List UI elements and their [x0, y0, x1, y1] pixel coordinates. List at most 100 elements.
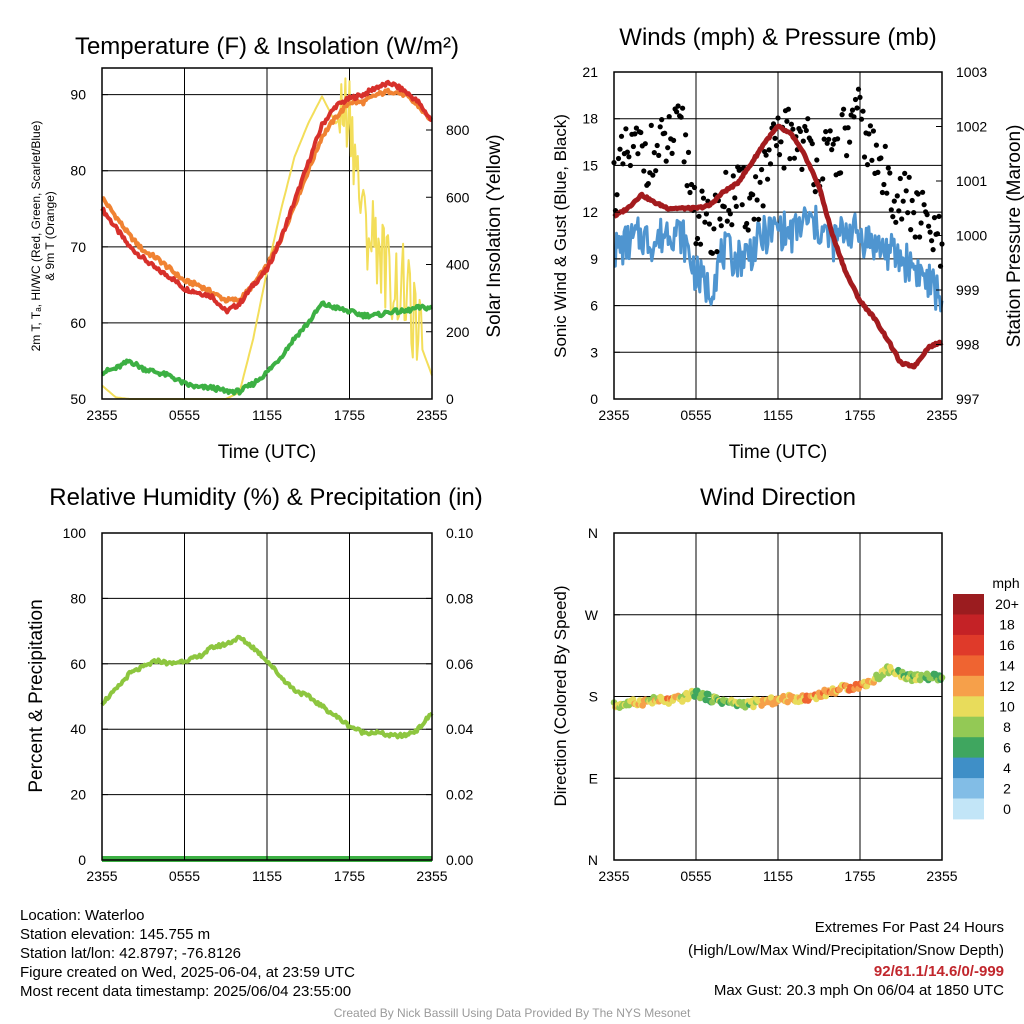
gust-point [934, 231, 941, 237]
station-info: Location: Waterloo Station elevation: 14… [20, 906, 355, 1001]
y-tick-label: 6 [590, 298, 598, 314]
x-tick-label: 2355 [598, 868, 629, 884]
colorbar-swatch [953, 594, 984, 615]
y-tick-label: 80 [70, 590, 86, 606]
gust-point [747, 195, 753, 201]
temperature-panel: Temperature (F) & Insolation (W/m²) 2m T… [29, 33, 505, 463]
extremes-values: 92/61.1/14.6/0/-999 [873, 963, 1004, 980]
y-tick-label: 12 [582, 204, 598, 220]
temperature-title: Temperature (F) & Insolation (W/m²) [75, 33, 459, 60]
direction-ylabel: Direction (Colored By Speed) [551, 585, 570, 806]
gust-point [873, 142, 880, 148]
gust-point [709, 250, 716, 256]
gust-point [723, 169, 729, 175]
gust-point [858, 116, 865, 122]
gust-point [739, 202, 745, 208]
x-tick-label: 1755 [334, 868, 365, 884]
station-location: Location: Waterloo [20, 907, 145, 924]
sonic-wind-line [613, 204, 944, 313]
winds-ylabel: Sonic Wind & Gust (Blue, Black) [551, 114, 570, 358]
gust-point [791, 155, 798, 161]
y-right-tick-label: 0.00 [446, 852, 473, 868]
gust-point [906, 174, 912, 180]
gust-point [662, 130, 668, 136]
temperature-ylabel-line1: 2m T, Tₐ, HI/WC (Red, Green, Scarlet/Blu… [29, 121, 43, 352]
x-tick-label: 1755 [844, 868, 875, 884]
gust-point [767, 161, 774, 167]
y-right-tick-label: 200 [446, 324, 470, 340]
gust-point [903, 188, 909, 194]
gust-point [696, 213, 702, 219]
y-right-tick-label: 0 [446, 391, 454, 407]
gust-point [823, 129, 829, 135]
gust-point [888, 207, 894, 213]
gust-point [760, 203, 766, 209]
colorbar-label: 14 [999, 658, 1015, 674]
gust-point [887, 170, 893, 176]
colorbar-swatch [953, 778, 984, 799]
x-tick-label: 0555 [680, 407, 711, 423]
gust-point [642, 141, 648, 147]
gust-point [844, 153, 850, 159]
x-tick-label: 2355 [86, 407, 117, 423]
gust-point [905, 210, 911, 216]
y-tick-label: 90 [70, 87, 86, 103]
colorbar-swatch [953, 675, 984, 697]
gust-point [766, 147, 772, 153]
gust-point [733, 203, 739, 209]
colorbar-label: 8 [1003, 719, 1011, 735]
y-tick-label: 0 [590, 391, 598, 407]
y-right-tick-label: 0.08 [446, 590, 473, 606]
y-tick-label: 60 [70, 656, 86, 672]
gust-point [847, 139, 853, 145]
gust-point [885, 165, 891, 171]
winds-title: Winds (mph) & Pressure (mb) [619, 24, 936, 51]
gust-point [909, 197, 915, 204]
winds-xlabel: Time (UTC) [729, 442, 828, 463]
gust-point [669, 150, 675, 156]
gust-point [765, 176, 771, 182]
gust-point [618, 133, 625, 139]
temperature-xlabel: Time (UTC) [218, 442, 317, 463]
y-tick-label: 9 [590, 251, 598, 267]
gust-point [651, 150, 657, 156]
gust-point [790, 126, 796, 132]
colorbar-label: 0 [1003, 801, 1011, 817]
gust-point [879, 189, 886, 196]
gust-point [693, 241, 699, 247]
x-tick-label: 2355 [598, 407, 629, 423]
gust-point [884, 190, 890, 196]
x-tick-label: 2355 [416, 868, 447, 884]
direction-point [639, 702, 646, 709]
gust-point [754, 197, 760, 203]
gust-point [931, 215, 938, 221]
x-tick-label: 1755 [844, 407, 875, 423]
gust-point [763, 152, 769, 158]
temperature-2m-line [100, 79, 433, 315]
gust-point [785, 106, 792, 112]
x-tick-label: 1155 [763, 868, 793, 884]
gust-point [870, 128, 877, 134]
gust-point [875, 169, 881, 175]
gust-point [702, 219, 708, 225]
gust-point [617, 146, 623, 152]
gust-point [626, 154, 632, 160]
y-tick-label: 18 [582, 111, 598, 127]
gust-point [711, 226, 717, 232]
direction-panel: Wind Direction Direction (Colored By Spe… [551, 484, 1020, 884]
gust-point [881, 181, 887, 188]
gust-point [674, 109, 680, 115]
gust-point [915, 191, 921, 197]
gust-point [721, 204, 727, 210]
gust-point [685, 149, 692, 155]
gust-point [866, 131, 872, 137]
gust-point [926, 223, 932, 229]
gust-point [759, 167, 765, 173]
y-right-tick-label: 999 [956, 282, 980, 298]
gust-point [729, 222, 735, 228]
y-tick-label: 15 [582, 157, 598, 173]
y-tick-label: 100 [63, 525, 87, 541]
y-tick-label: 3 [590, 344, 598, 360]
gust-point [653, 168, 659, 174]
gust-point [911, 210, 917, 216]
